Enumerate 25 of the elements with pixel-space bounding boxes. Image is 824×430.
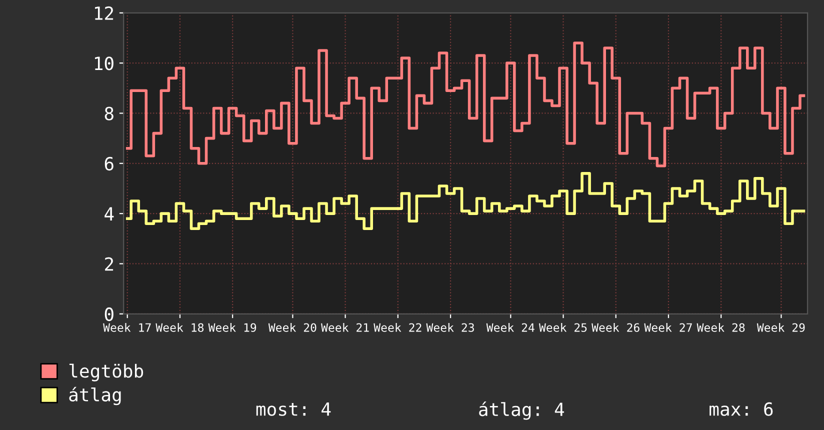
text: most: 4: [256, 402, 331, 416]
legend-label: átlag: [69, 386, 121, 406]
x-tick-label: Week 19: [208, 322, 256, 332]
x-tick-label: Week 23: [426, 322, 474, 332]
x-tick-label: Week 26: [592, 322, 640, 332]
x-tick-label: Week 22: [374, 322, 422, 332]
legend-label: legtöbb: [69, 364, 144, 382]
x-tick-label: Week 20: [268, 322, 316, 332]
x-tick-label: Week 28: [696, 322, 745, 332]
y-tick-label: 8: [104, 106, 114, 120]
x-tick-label: Week 27: [644, 322, 692, 332]
x-tick-label: Week 25: [538, 322, 587, 332]
x-tick-label: Week 21: [321, 322, 369, 332]
y-tick-label: 6: [104, 156, 114, 171]
text: max: 6: [710, 402, 773, 416]
y-tick-label: 0: [104, 307, 114, 322]
y-tick-label: 10: [95, 56, 114, 70]
y-tick-label: 12: [95, 6, 114, 20]
text: átlag: 4: [479, 401, 564, 420]
y-tick-label: 4: [104, 207, 114, 220]
x-tick-label: Week 24: [486, 322, 534, 332]
x-tick-label: Week 18: [156, 322, 204, 332]
x-tick-label: Week 29: [756, 322, 805, 332]
y-tick-label: 2: [105, 257, 114, 271]
x-tick-label: Week 17: [103, 322, 151, 332]
